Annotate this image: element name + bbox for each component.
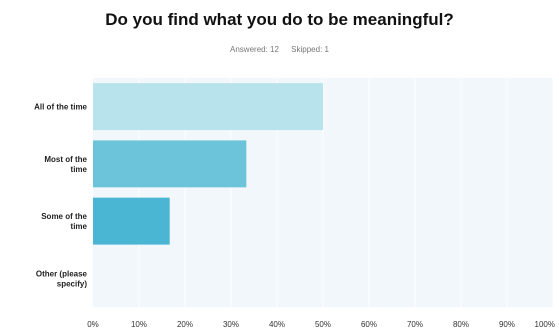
- x-tick-label: 10%: [131, 320, 147, 329]
- x-tick-label: 80%: [453, 320, 469, 329]
- x-tick-label: 0%: [87, 320, 99, 329]
- x-tick-label: 30%: [223, 320, 239, 329]
- category-label: Most of the time: [44, 155, 87, 174]
- skipped-count: Skipped: 1: [291, 45, 329, 54]
- bar-1: [93, 140, 247, 188]
- x-tick-label: 100%: [535, 320, 555, 329]
- chart-title: Do you find what you do to be meaningful…: [105, 10, 454, 29]
- category-label: Other (please specify): [36, 269, 88, 288]
- bar-2: [93, 197, 170, 245]
- x-tick-label: 20%: [177, 320, 193, 329]
- response-stats: Answered: 12 Skipped: 1: [0, 45, 559, 54]
- category-label: Some of the time: [41, 212, 87, 231]
- answered-count: Answered: 12: [230, 45, 279, 54]
- x-tick-label: 50%: [315, 320, 331, 329]
- bar-0: [93, 83, 323, 131]
- category-label: All of the time: [34, 103, 87, 112]
- x-tick-label: 70%: [407, 320, 423, 329]
- x-tick-label: 60%: [361, 320, 377, 329]
- x-tick-label: 40%: [269, 320, 285, 329]
- x-tick-label: 90%: [499, 320, 515, 329]
